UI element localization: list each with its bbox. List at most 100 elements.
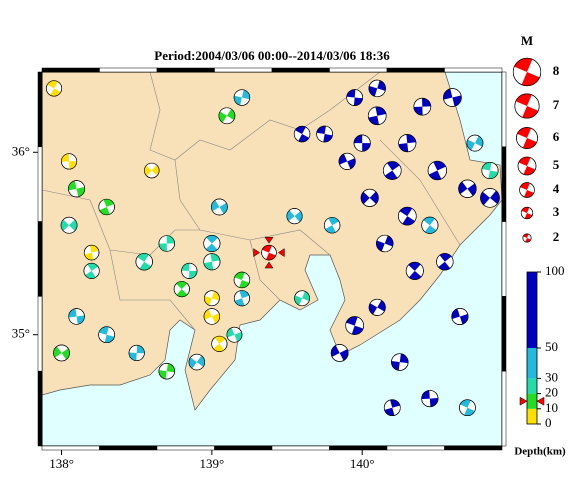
ball-quadrant bbox=[458, 181, 468, 195]
ball-edge bbox=[68, 180, 86, 198]
ball-quadrant bbox=[413, 106, 423, 116]
ball-edge bbox=[233, 89, 251, 106]
depth-band bbox=[527, 272, 537, 348]
magnitude-key bbox=[519, 182, 535, 198]
frame-bar bbox=[329, 67, 388, 73]
ball-quadrant bbox=[323, 134, 333, 143]
frame-bar bbox=[99, 445, 158, 451]
focal-mechanism bbox=[98, 326, 115, 344]
ball-quadrant bbox=[402, 216, 415, 226]
focal-mechanism bbox=[158, 235, 175, 252]
ball-edge bbox=[226, 326, 243, 343]
ball-quadrant bbox=[69, 161, 77, 170]
focal-mechanism bbox=[60, 216, 78, 234]
ball-quadrant bbox=[384, 170, 398, 180]
ball-quadrant bbox=[408, 262, 421, 271]
ball-quadrant bbox=[474, 135, 483, 147]
depth-band bbox=[527, 348, 537, 379]
ball-quadrant bbox=[522, 138, 537, 149]
ball-quadrant bbox=[377, 300, 386, 312]
ball-quadrant bbox=[151, 164, 160, 176]
frame-bar bbox=[271, 445, 330, 451]
focal-mechanism bbox=[286, 208, 303, 225]
ball-quadrant bbox=[210, 253, 220, 262]
x-tick-label: 140° bbox=[350, 456, 375, 471]
ball-quadrant bbox=[347, 158, 356, 169]
focal-mechanism bbox=[294, 290, 310, 307]
highlight-pointer bbox=[253, 248, 261, 258]
ball-edge bbox=[382, 161, 402, 180]
ball-edge bbox=[211, 335, 228, 352]
ball-edge bbox=[83, 244, 100, 261]
ball-quadrant bbox=[316, 125, 326, 135]
ball-edge bbox=[512, 57, 542, 87]
ball-quadrant bbox=[84, 252, 94, 261]
highlight-pointer bbox=[264, 261, 274, 269]
ball-quadrant bbox=[338, 153, 348, 165]
ball-edge bbox=[459, 399, 476, 417]
focal-mechanism bbox=[68, 308, 85, 325]
focal-mechanism bbox=[459, 399, 476, 417]
prefecture-borders bbox=[42, 72, 461, 331]
ball-quadrant bbox=[295, 126, 306, 135]
ball-edge bbox=[517, 156, 537, 176]
ball-edge bbox=[397, 206, 417, 226]
depth-tick-label: 20 bbox=[545, 385, 558, 400]
ball-quadrant bbox=[196, 355, 205, 367]
focal-mechanism bbox=[451, 307, 469, 325]
focal-mechanism bbox=[144, 162, 160, 179]
ball-edge bbox=[293, 125, 311, 143]
focal-mechanism bbox=[218, 107, 236, 125]
ball-quadrant bbox=[421, 390, 430, 400]
ball-edge bbox=[338, 152, 356, 170]
focal-mechanism bbox=[338, 152, 356, 170]
depth-tick-label: 0 bbox=[545, 415, 552, 430]
ball-quadrant bbox=[137, 253, 149, 262]
ball-edge bbox=[398, 134, 417, 153]
ball-quadrant bbox=[481, 162, 492, 171]
magnitude-label: 3 bbox=[553, 204, 560, 219]
depth-band bbox=[527, 378, 537, 394]
ball-quadrant bbox=[76, 187, 85, 197]
ball-quadrant bbox=[480, 191, 490, 206]
ball-edge bbox=[519, 182, 535, 198]
ball-quadrant bbox=[211, 200, 220, 212]
ball-quadrant bbox=[518, 157, 531, 166]
frame-bar bbox=[271, 67, 330, 73]
focal-mechanism bbox=[173, 281, 190, 298]
focal-mechanism bbox=[458, 179, 477, 198]
ball-quadrant bbox=[298, 134, 309, 142]
ball-edge bbox=[135, 253, 153, 271]
ball-quadrant bbox=[525, 238, 531, 243]
magnitude-title: M bbox=[521, 33, 533, 48]
ball-quadrant bbox=[523, 233, 529, 238]
ball-edge bbox=[68, 308, 85, 325]
x-tick-label: 138° bbox=[49, 456, 74, 471]
ball-edge bbox=[98, 198, 115, 216]
focal-mechanism bbox=[203, 234, 221, 252]
focal-mechanism bbox=[128, 344, 145, 361]
ball-quadrant bbox=[218, 111, 227, 123]
ball-quadrant bbox=[399, 207, 413, 217]
focal-mechanism bbox=[367, 106, 387, 126]
ball-quadrant bbox=[331, 345, 340, 357]
ball-quadrant bbox=[424, 225, 437, 234]
ball-edge bbox=[520, 206, 534, 220]
focal-mechanism bbox=[360, 188, 379, 207]
ball-quadrant bbox=[399, 353, 409, 364]
magnitude-label: 5 bbox=[553, 157, 560, 172]
ball-quadrant bbox=[188, 357, 197, 369]
focal-mechanism bbox=[135, 253, 153, 271]
frame-bar bbox=[214, 67, 273, 73]
depth-tick-label: 10 bbox=[545, 400, 558, 415]
ball-quadrant bbox=[166, 363, 175, 373]
frame-bar bbox=[444, 445, 503, 451]
ball-quadrant bbox=[89, 245, 99, 253]
ball-quadrant bbox=[422, 98, 431, 107]
ball-edge bbox=[128, 344, 145, 361]
ball-quadrant bbox=[241, 89, 250, 100]
ball-edge bbox=[413, 97, 432, 116]
magnitude-label: 7 bbox=[553, 97, 560, 112]
depth-tick-label: 100 bbox=[545, 263, 565, 278]
frame-bar bbox=[501, 71, 507, 148]
